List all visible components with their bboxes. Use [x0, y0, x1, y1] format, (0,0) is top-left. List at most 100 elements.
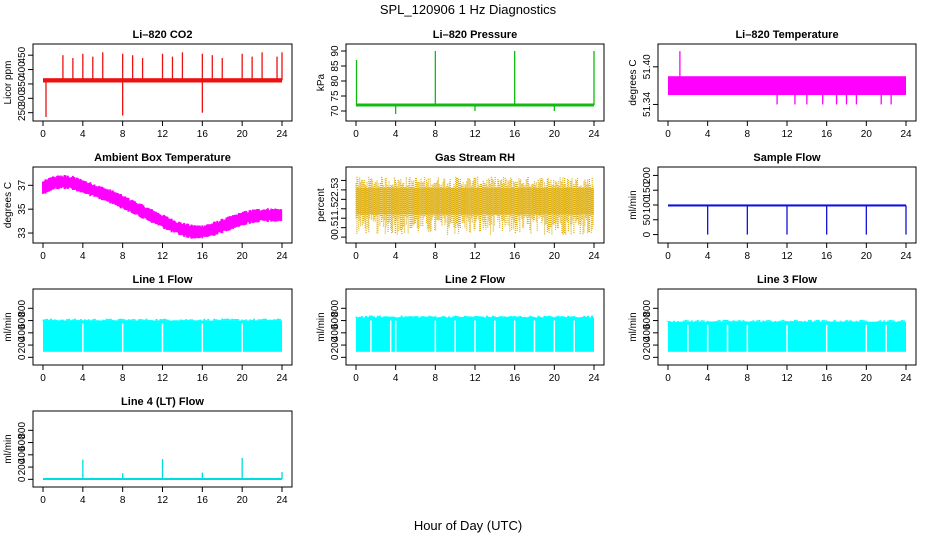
y-tick-label: 33 — [17, 227, 28, 239]
x-tick-label: 0 — [353, 251, 359, 262]
x-tick-label: 16 — [197, 251, 209, 262]
x-tick-label: 8 — [120, 373, 126, 384]
y-tick-label: 800 — [330, 300, 341, 317]
x-tick-label: 24 — [900, 251, 912, 262]
x-tick-label: 0 — [40, 495, 46, 506]
x-tick-label: 12 — [469, 251, 481, 262]
panel-title: Li–820 CO2 — [133, 29, 193, 41]
panel-co2: Li–820 CO2 0 4 8 12 16 20 24 250300350400450Lico… — [3, 29, 293, 140]
y-tick-label: 0 — [642, 354, 653, 360]
y-tick-label: 3 — [330, 177, 341, 183]
y-axis-label: ml/min — [628, 190, 639, 219]
x-tick-label: 24 — [588, 129, 600, 140]
y-tick-label: 450 — [17, 46, 28, 63]
x-tick-label: 16 — [509, 373, 521, 384]
x-tick-label: 24 — [276, 495, 288, 506]
x-tick-label: 24 — [588, 251, 600, 262]
x-tick-label: 20 — [549, 129, 561, 140]
x-tick-label: 16 — [821, 251, 833, 262]
y-axis-label: ml/min — [316, 312, 327, 341]
x-tick-label: 4 — [393, 129, 399, 140]
data-band — [668, 76, 906, 96]
y-tick-label: 600 — [330, 312, 341, 329]
x-tick-label: 8 — [433, 373, 439, 384]
x-tick-label: 12 — [781, 129, 793, 140]
panel-pressure: Li–820 Pressure 0 4 8 12 16 20 24 70 75 80 85 90 kPa — [316, 29, 605, 140]
y-tick-label: 200 — [642, 336, 653, 353]
y-tick-label: 400 — [330, 324, 341, 341]
y-axis-label: Licor ppm — [3, 61, 14, 105]
figure-x-axis-label: Hour of Day (UTC) — [413, 518, 523, 533]
panel-title: Ambient Box Temperature — [94, 152, 231, 164]
x-tick-label: 0 — [665, 129, 671, 140]
x-tick-label: 4 — [80, 495, 86, 506]
x-tick-label: 16 — [509, 251, 521, 262]
y-tick-label: 150 — [642, 181, 653, 198]
y-tick-label: 400 — [17, 61, 28, 78]
x-tick-label: 16 — [821, 373, 833, 384]
y-tick-label: 2.5 — [330, 183, 341, 197]
x-tick-label: 24 — [276, 129, 288, 140]
y-tick-label: 250 — [17, 104, 28, 121]
x-tick-label: 12 — [469, 129, 481, 140]
x-tick-label: 0 — [665, 251, 671, 262]
x-tick-label: 24 — [276, 251, 288, 262]
x-tick-label: 8 — [745, 373, 751, 384]
y-tick-label: 85 — [330, 60, 341, 72]
x-tick-label: 12 — [469, 373, 481, 384]
panel-title: Gas Stream RH — [435, 152, 515, 164]
panel-title: Line 4 (LT) Flow — [121, 396, 204, 408]
x-tick-label: 20 — [237, 373, 249, 384]
data-area — [356, 188, 594, 215]
x-tick-label: 4 — [80, 373, 86, 384]
x-tick-label: 8 — [120, 129, 126, 140]
x-tick-label: 24 — [900, 129, 912, 140]
y-axis-label: kPa — [316, 73, 327, 91]
y-tick-label: 400 — [17, 446, 28, 463]
panel-rh: Gas Stream RH0 4 8 12 16 20 2400.511.522.53per… — [316, 152, 605, 262]
x-tick-label: 12 — [781, 373, 793, 384]
x-tick-label: 8 — [433, 251, 439, 262]
x-tick-label: 4 — [705, 129, 711, 140]
x-tick-label: 4 — [80, 129, 86, 140]
x-tick-label: 20 — [861, 129, 873, 140]
y-tick-label: 300 — [17, 90, 28, 107]
y-axis-label: ml/min — [3, 312, 14, 341]
x-tick-label: 0 — [40, 373, 46, 384]
y-tick-label: 2 — [330, 196, 341, 202]
x-tick-label: 12 — [157, 373, 169, 384]
x-tick-label: 20 — [549, 373, 561, 384]
y-tick-label: 600 — [17, 312, 28, 329]
x-tick-label: 20 — [237, 129, 249, 140]
x-tick-label: 20 — [549, 251, 561, 262]
x-tick-label: 12 — [157, 495, 169, 506]
y-tick-label: 51.34 — [642, 92, 653, 117]
x-tick-label: 12 — [157, 251, 169, 262]
y-tick-label: 200 — [642, 167, 653, 184]
panel-title: Line 2 Flow — [445, 274, 505, 286]
x-tick-label: 12 — [781, 251, 793, 262]
y-tick-label: 0 — [330, 354, 341, 360]
panel-title: Li–820 Temperature — [735, 29, 838, 41]
x-tick-label: 24 — [276, 373, 288, 384]
x-tick-label: 8 — [745, 251, 751, 262]
x-tick-label: 4 — [705, 373, 711, 384]
x-tick-label: 12 — [157, 129, 169, 140]
y-tick-label: 90 — [330, 45, 341, 57]
y-axis-label: degrees C — [3, 182, 14, 228]
x-tick-label: 0 — [353, 129, 359, 140]
x-tick-label: 0 — [353, 373, 359, 384]
y-tick-label: 75 — [330, 90, 341, 102]
y-tick-label: 51.40 — [642, 54, 653, 79]
y-axis-label: percent — [316, 188, 327, 222]
x-tick-label: 4 — [80, 251, 86, 262]
x-tick-label: 24 — [588, 373, 600, 384]
panel-ambient_temp: Ambient Box Temperature 0 4 8 12 16 20 24 33 35 37… — [3, 152, 293, 262]
x-tick-label: 8 — [433, 129, 439, 140]
y-tick-label: 35 — [17, 203, 28, 215]
